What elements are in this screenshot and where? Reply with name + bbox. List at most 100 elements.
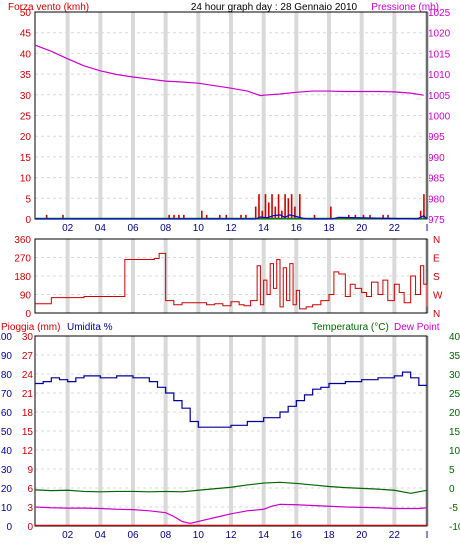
hour-bar xyxy=(65,239,70,313)
hour-bar xyxy=(261,239,266,313)
tick-label: I xyxy=(426,223,429,234)
hour-bar xyxy=(229,12,233,219)
wind-gust-bar xyxy=(258,194,260,219)
humidity-line xyxy=(35,371,427,428)
hour-bar xyxy=(359,336,364,526)
wind-gust-bar xyxy=(281,210,283,219)
tick-label: -10 xyxy=(449,522,460,533)
wind-gust-bar xyxy=(423,194,425,219)
hour-bar xyxy=(163,336,168,526)
temperature-axis-label: Temperatura (°C) xyxy=(312,322,389,333)
tick-label: 14 xyxy=(258,223,270,234)
tick-label: 10 xyxy=(449,446,460,457)
tick-label: 990 xyxy=(428,153,445,164)
hour-bar xyxy=(359,12,364,219)
hour-bar xyxy=(98,336,103,526)
tick-label: 100 xyxy=(0,332,12,343)
tick-label: 1010 xyxy=(428,70,451,81)
wind-avg-line xyxy=(35,214,428,220)
hour-bar xyxy=(196,239,201,313)
hour-bar xyxy=(65,12,70,219)
tick-label: 35 xyxy=(20,70,32,81)
tick-label: 45 xyxy=(20,29,32,40)
wind-gust-bar xyxy=(313,214,316,219)
hour-bar xyxy=(65,336,70,526)
tick-label: 0 xyxy=(449,484,455,495)
tick-label: 16 xyxy=(291,530,303,541)
tick-label: 18 xyxy=(323,223,335,234)
tick-label: 1000 xyxy=(428,112,451,123)
tick-label: 12 xyxy=(22,446,34,457)
wind-gust-bar xyxy=(348,214,350,219)
wind-gust-bar xyxy=(382,214,384,219)
wind-axis-label: Forza vento (kmh) xyxy=(8,2,89,13)
wind-gust-bar xyxy=(201,210,203,219)
tick-label: 30 xyxy=(22,332,34,343)
tick-label: 24 xyxy=(22,370,34,381)
tick-label: 1005 xyxy=(428,91,451,102)
tick-label: I xyxy=(426,530,429,541)
hour-bar xyxy=(327,239,331,313)
tick-label: 975 xyxy=(428,215,445,226)
tick-label: 40 xyxy=(449,332,460,343)
tick-label: 90 xyxy=(20,291,32,302)
tick-label: 50 xyxy=(20,8,32,19)
tick-label: 22 xyxy=(389,530,401,541)
tick-label: 22 xyxy=(389,223,401,234)
tick-label: 21 xyxy=(22,389,34,400)
hour-bar xyxy=(294,12,299,219)
tick-label: 20 xyxy=(356,530,368,541)
tick-label: 90 xyxy=(1,351,13,362)
tick-label: 0 xyxy=(6,522,12,533)
tick-label: 20 xyxy=(449,408,460,419)
tick-label: 40 xyxy=(20,49,32,60)
tick-label: 25 xyxy=(449,389,460,400)
tick-label: 180 xyxy=(14,272,31,283)
wind-gust-bar xyxy=(330,206,332,219)
tick-label: 15 xyxy=(22,427,34,438)
dewpoint-axis-label: Dew Point xyxy=(394,322,440,333)
hour-bar xyxy=(98,12,103,219)
tick-label: 0 xyxy=(27,522,33,533)
hour-bar xyxy=(294,239,299,313)
wind-gust-bar xyxy=(362,214,365,219)
wind-gust-bar xyxy=(277,194,280,219)
hour-bar xyxy=(359,239,364,313)
wind-gust-bar xyxy=(178,214,180,219)
tick-label: 08 xyxy=(160,223,172,234)
tick-label: 360 xyxy=(14,235,31,246)
dewpoint-line xyxy=(34,503,428,524)
wind-gust-bar xyxy=(290,194,293,219)
tick-label: 10 xyxy=(20,174,32,185)
wind-gust-bar xyxy=(271,194,273,219)
compass-label: N xyxy=(433,309,440,320)
tick-label: 5 xyxy=(25,194,31,205)
tick-label: 10 xyxy=(1,503,13,514)
rain-axis-label: Pioggia (mm) xyxy=(1,322,60,333)
tick-label: 15 xyxy=(20,153,32,164)
tick-label: 995 xyxy=(428,132,445,143)
chart-title: 24 hour graph day : 28 Gennaio 2010 xyxy=(191,2,358,13)
hour-bar xyxy=(327,336,331,526)
tick-label: 06 xyxy=(127,223,139,234)
tick-label: 20 xyxy=(356,223,368,234)
wind-gust-bar xyxy=(369,214,371,219)
tick-label: 1020 xyxy=(428,29,451,40)
tick-label: 18 xyxy=(323,530,335,541)
tick-label: 80 xyxy=(1,370,13,381)
tick-label: 14 xyxy=(258,530,270,541)
hour-bar xyxy=(261,12,266,219)
wind-gust-bar xyxy=(168,214,170,219)
hour-bar xyxy=(392,12,397,219)
wind-gust-bar xyxy=(173,214,175,219)
tick-label: 15 xyxy=(449,427,460,438)
tick-label: 60 xyxy=(1,408,13,419)
pressure-line xyxy=(34,44,424,97)
hour-bar xyxy=(392,239,397,313)
wind-gust-bar xyxy=(225,214,228,219)
wind-gust-bar xyxy=(387,214,389,219)
tick-label: 50 xyxy=(1,427,13,438)
compass-label: W xyxy=(433,291,443,302)
wind-gust-bar xyxy=(254,206,257,219)
